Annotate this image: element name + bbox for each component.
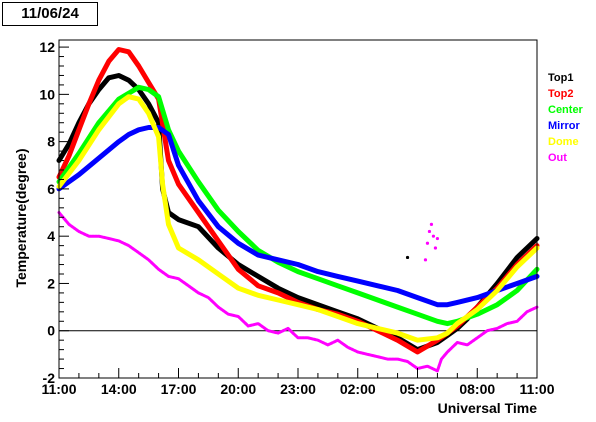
legend-entry-dome: Dome (548, 136, 579, 148)
x-tick-label: 20:00 (220, 381, 256, 397)
y-axis-label: Temperature(degree) (13, 148, 29, 287)
x-tick-label: 14:00 (101, 381, 137, 397)
data-point-out (435, 236, 440, 241)
y-tick-label: 12 (39, 39, 55, 55)
x-tick-label: 08:00 (459, 381, 495, 397)
y-tick-label: 8 (47, 134, 55, 150)
x-tick-label: 11:00 (519, 381, 554, 397)
x-tick-label: 02:00 (340, 381, 376, 397)
series-line-center (56, 84, 540, 327)
y-tick-label: 0 (47, 323, 55, 339)
data-point-top1 (405, 255, 410, 260)
legend-entry-top1: Top1 (548, 72, 573, 84)
data-point-out (423, 258, 428, 262)
series-line-dome (56, 94, 540, 343)
x-tick-label: 05:00 (400, 381, 436, 397)
x-tick-label: 11:00 (41, 381, 76, 397)
y-tick-label: 2 (47, 275, 55, 291)
data-point-out (425, 241, 430, 245)
y-tick-label: -2 (43, 370, 56, 386)
legend-entry-top2: Top2 (548, 88, 573, 100)
series-line-mirror (56, 125, 540, 308)
legend-entry-out: Out (548, 152, 567, 164)
x-tick-label: 17:00 (161, 381, 197, 397)
data-point-out (431, 234, 436, 238)
data-point-out (429, 222, 434, 226)
date-title: 11/06/24 (2, 2, 98, 26)
data-point-out (433, 246, 438, 250)
y-tick-label: 10 (39, 86, 55, 102)
legend-entry-mirror: Mirror (548, 120, 581, 132)
series-line-out (57, 211, 539, 373)
legend-entry-center: Center (548, 104, 584, 116)
y-tick-label: 4 (47, 228, 55, 244)
x-axis-label: Universal Time (438, 400, 538, 416)
x-tick-label: 23:00 (280, 381, 316, 397)
data-point-out (427, 229, 432, 234)
y-tick-label: 6 (47, 181, 55, 197)
